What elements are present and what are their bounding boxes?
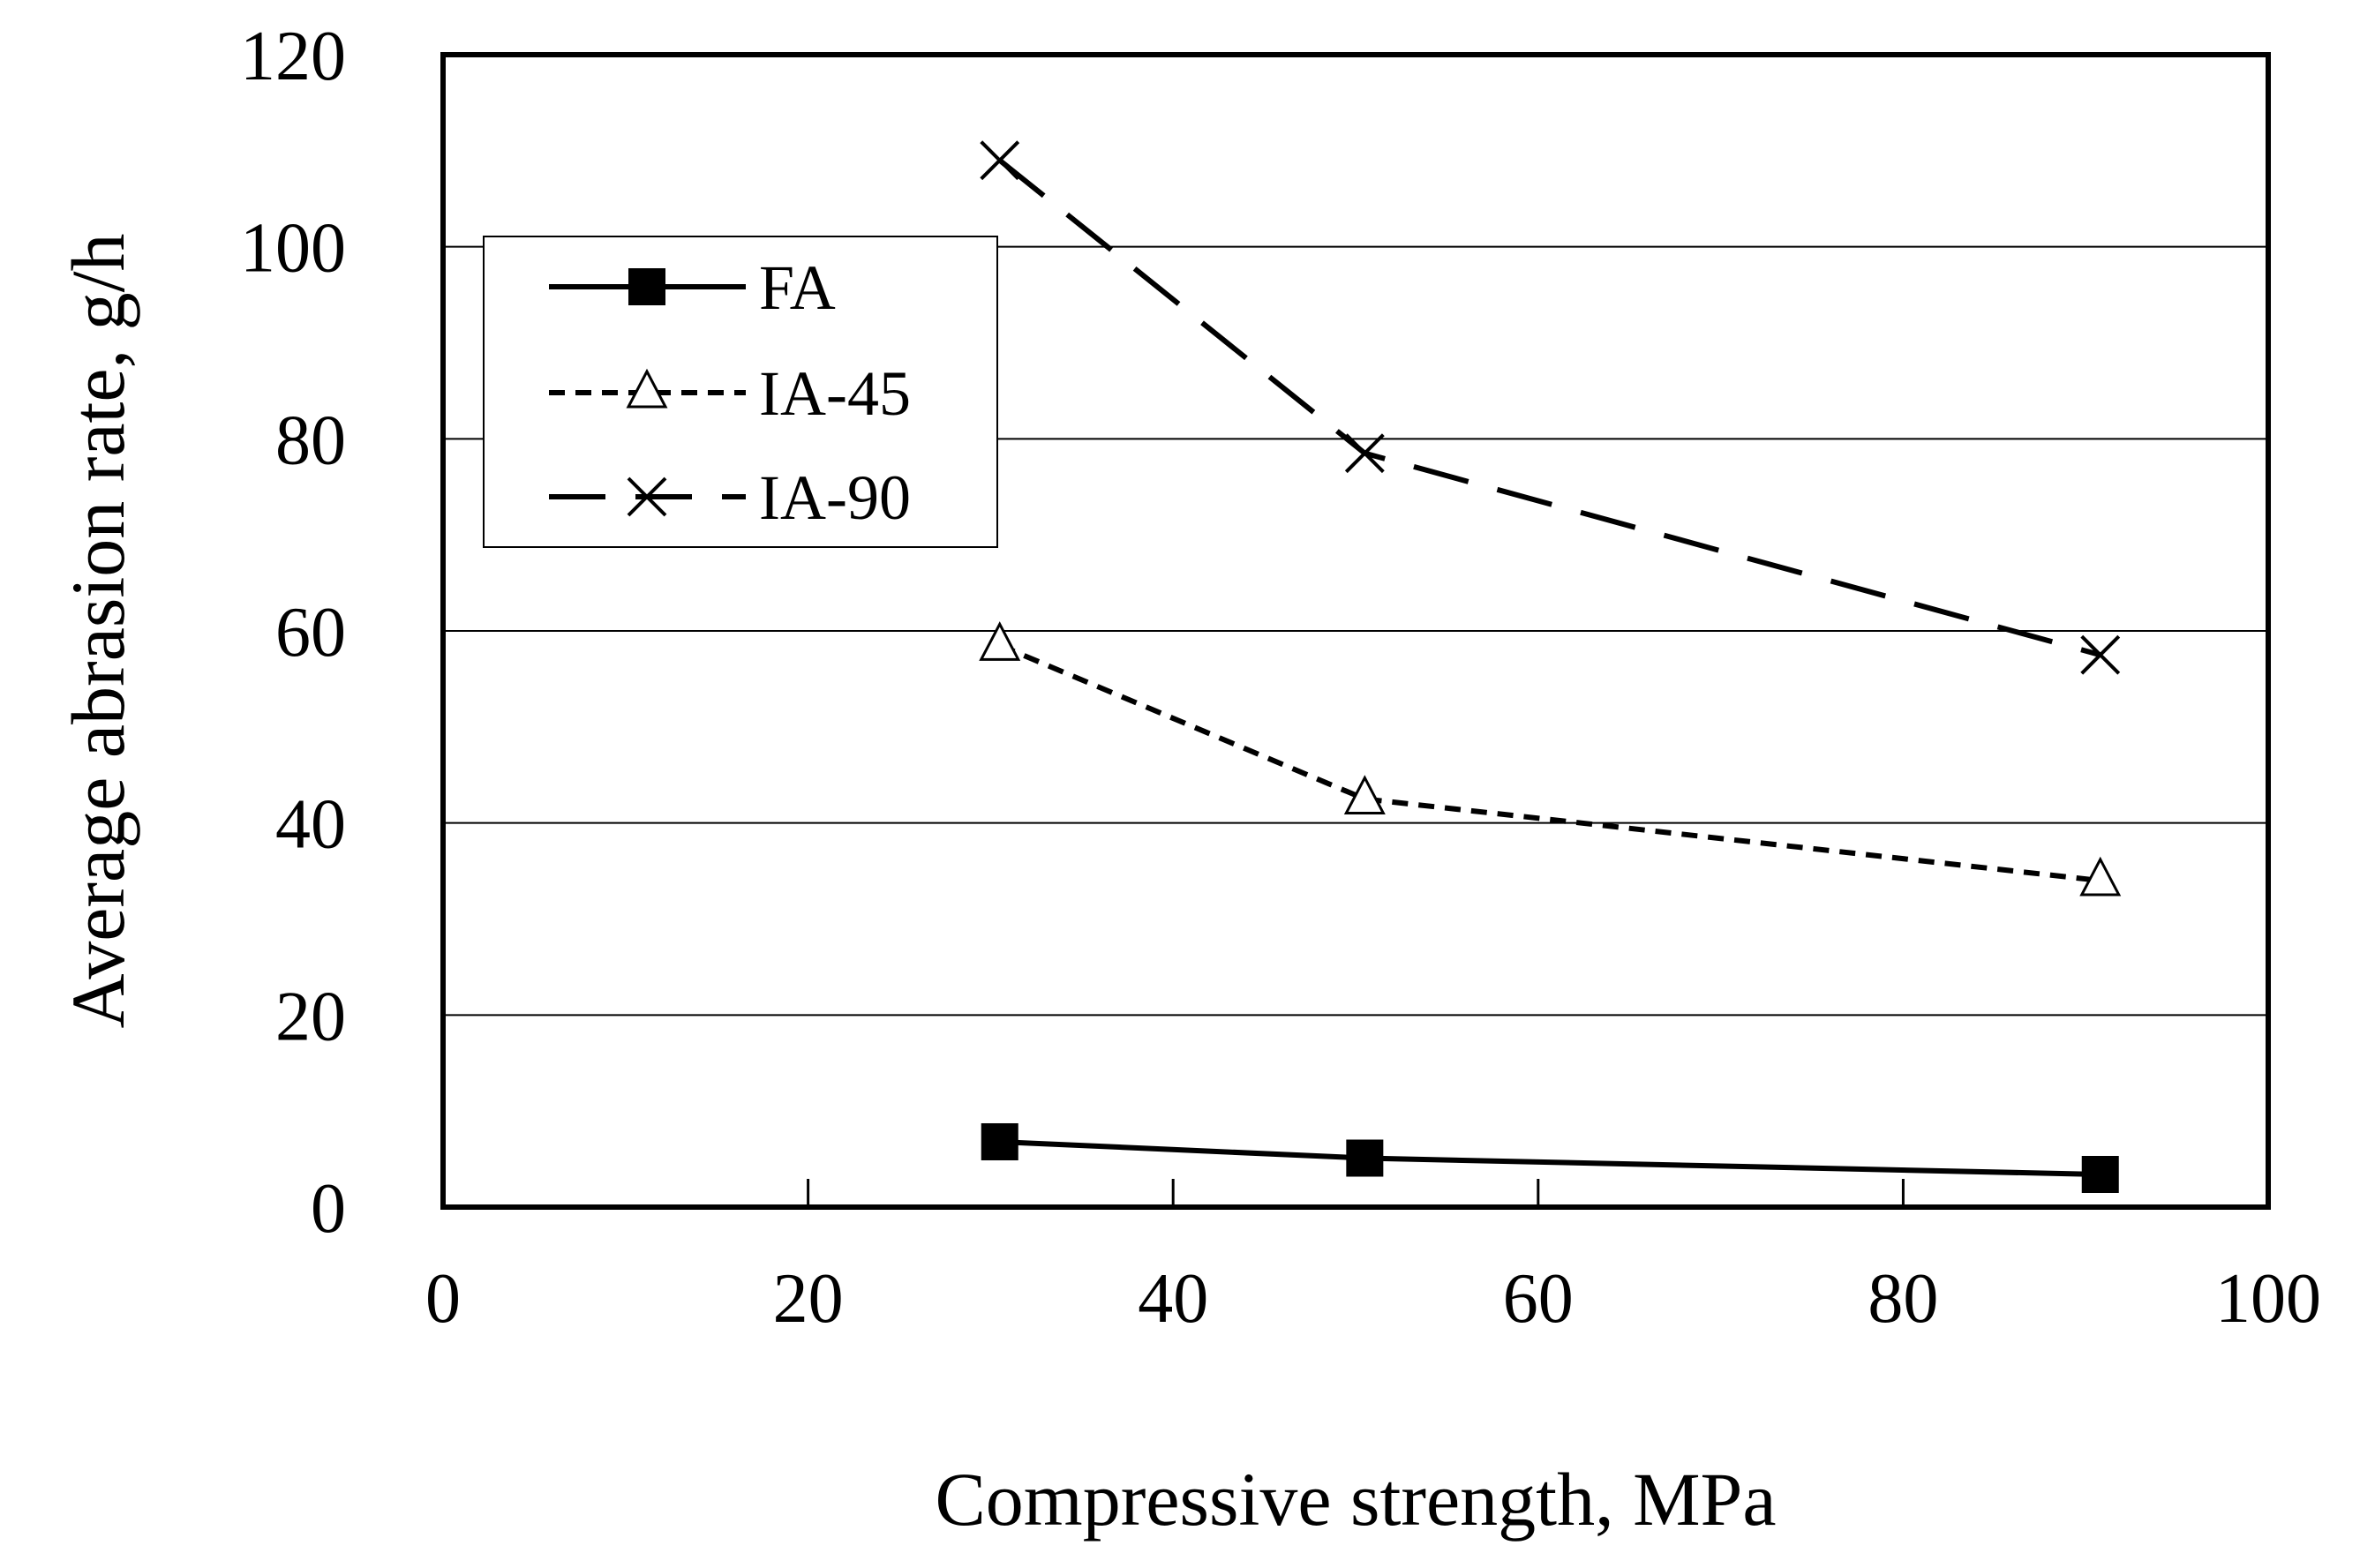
y-tick-label-120: 120 [240,18,346,95]
axis-ticks [807,1179,1905,1207]
y-tick-label-20: 20 [275,978,346,1055]
x-tick-label-40: 40 [1138,1260,1208,1338]
point-ia-90-0-stroke-b [980,140,1020,181]
legend-label-fa: FA [759,252,836,323]
legend-marker-ia-45 [626,368,668,409]
point-ia-90-1-stroke-b [1344,433,1385,474]
x-tick-label-100: 100 [2215,1260,2321,1338]
legend-marker-ia-90 [627,476,667,517]
legend-marker-fa [628,268,665,305]
legend: FA IA-45 IA-90 [483,236,998,548]
series-ia-90 [980,140,2121,675]
point-ia-90-1 [1344,433,1385,474]
point-ia-90-2-stroke-b [2080,634,2121,675]
x-tick-label-20: 20 [773,1260,844,1338]
y-tick-label-60: 60 [275,594,346,671]
y-tick-label-100: 100 [240,210,346,288]
series-line-fa [999,1138,2101,1177]
point-fa-0 [981,1122,1018,1160]
series-fa [981,1122,2119,1193]
series-line-ia-45 [998,642,2101,883]
legend-label-ia-45: IA-45 [759,358,911,429]
point-ia-45-2 [2079,856,2122,897]
point-ia-45-0 [979,621,1021,661]
x-tick-label-0: 0 [425,1260,461,1338]
point-ia-45-1 [1343,775,1386,814]
plot-area [440,52,2271,1210]
y-axis-label: Average abrasion rate, g/h [56,234,140,1029]
series-ia-45 [979,621,2122,897]
series-layer [979,140,2122,1193]
legend-marker-ia-90-stroke-b [627,476,667,517]
point-fa-2 [2081,1155,2119,1193]
point-ia-90-0 [980,140,1020,181]
x-tick-label-60: 60 [1503,1260,1574,1338]
tick-labels: 0 20 40 60 80 100 0 20 40 60 80 100 120 [240,18,2321,1338]
y-tick-label-0: 0 [311,1170,346,1248]
point-fa-1 [1346,1139,1384,1177]
y-tick-label-80: 80 [275,401,346,479]
x-axis-label: Compressive strength, MPa [935,1457,1776,1542]
legend-label-ia-90: IA-90 [759,462,911,533]
x-tick-label-80: 80 [1868,1260,1938,1338]
series-line-ia-90 [997,158,2101,658]
y-tick-label-40: 40 [275,786,346,864]
point-ia-90-2 [2080,634,2121,675]
